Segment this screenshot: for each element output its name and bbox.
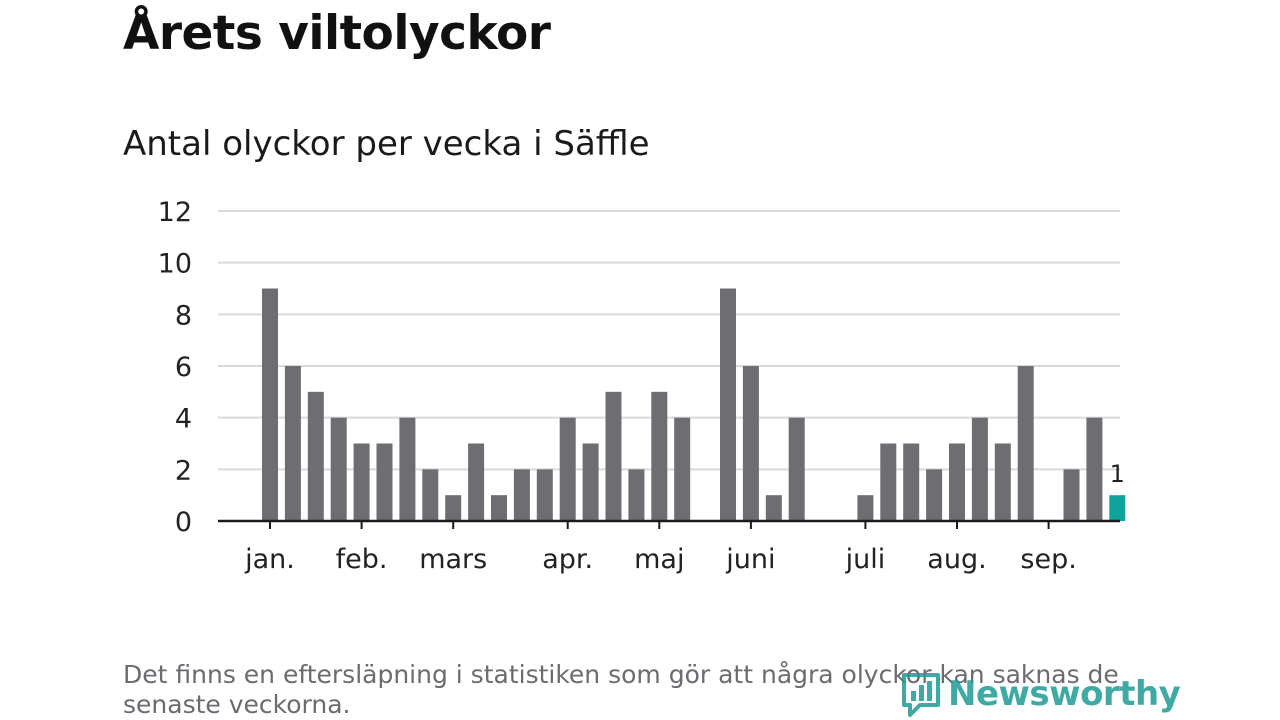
bar: [445, 495, 462, 521]
bar: [994, 443, 1011, 521]
y-tick-label: 10: [158, 249, 192, 280]
y-tick-label: 12: [158, 197, 192, 228]
bar: [949, 443, 965, 521]
x-tick-label: juni: [725, 544, 775, 575]
y-tick-label: 6: [175, 352, 192, 383]
x-tick-label: apr.: [542, 544, 593, 575]
bar: [536, 469, 553, 521]
bar: [788, 417, 805, 521]
chart-subtitle: Antal olyckor per vecka i Säffle: [123, 124, 650, 164]
bar: [903, 443, 920, 521]
bar: [353, 443, 370, 521]
bar: [765, 495, 782, 521]
bar: [262, 288, 278, 521]
bar: [880, 443, 897, 521]
bar: [422, 469, 439, 521]
y-tick-label: 2: [175, 455, 192, 486]
bar: [628, 469, 645, 521]
bar: [971, 417, 988, 521]
bar: [582, 443, 599, 521]
bar: [926, 469, 943, 521]
bar: [674, 417, 691, 521]
bar: [1017, 366, 1034, 521]
footnote: Det finns en eftersläpning i statistiken…: [123, 660, 1119, 719]
bar: [1109, 495, 1126, 521]
x-tick-label: feb.: [336, 544, 388, 575]
bar: [605, 391, 622, 521]
bar: [330, 417, 347, 521]
x-tick-label: jan.: [244, 544, 295, 575]
newsworthy-logo-icon: [902, 673, 940, 717]
bar: [742, 366, 759, 521]
bar: [720, 288, 736, 521]
x-tick-label: mars: [419, 544, 487, 575]
bars: [262, 288, 1126, 521]
brand-name: Newsworthy: [948, 674, 1181, 714]
bar-chart: 0 2 4 6 8 10 12 jan. feb. mars apr. maj juni juli aug…: [158, 197, 1126, 575]
x-tick-label: aug.: [927, 544, 986, 575]
x-tick-label: sep.: [1020, 544, 1076, 575]
bar: [376, 443, 393, 521]
bar: [651, 391, 668, 521]
chart-title: Årets viltolyckor: [123, 6, 551, 61]
bar: [307, 391, 324, 521]
bar: [399, 417, 416, 521]
grid-lines: 0 2 4 6 8 10 12: [158, 197, 1120, 538]
bar: [513, 469, 530, 521]
bar: [284, 366, 301, 521]
bar: [1086, 417, 1103, 521]
brand-logo: Newsworthy: [900, 668, 1181, 720]
bar: [1063, 469, 1080, 521]
bar: [559, 417, 576, 521]
y-tick-label: 8: [175, 300, 192, 331]
x-tick-label: maj: [634, 544, 684, 575]
y-tick-label: 0: [175, 507, 192, 538]
data-label: 1: [1110, 460, 1125, 488]
y-tick-label: 4: [175, 404, 192, 435]
bar: [468, 443, 485, 521]
labels: 1: [1110, 460, 1125, 488]
bar: [491, 495, 507, 521]
bar: [857, 495, 874, 521]
x-axis: jan. feb. mars apr. maj juni juli aug. sep.: [218, 519, 1120, 575]
x-tick-label: juli: [845, 544, 886, 575]
